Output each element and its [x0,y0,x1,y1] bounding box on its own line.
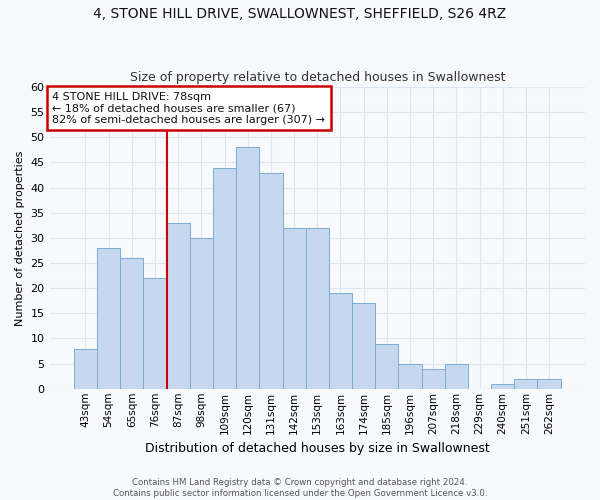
Y-axis label: Number of detached properties: Number of detached properties [15,150,25,326]
Title: Size of property relative to detached houses in Swallownest: Size of property relative to detached ho… [130,72,505,85]
Bar [283,228,305,389]
Text: 4 STONE HILL DRIVE: 78sqm
← 18% of detached houses are smaller (67)
82% of semi-: 4 STONE HILL DRIVE: 78sqm ← 18% of detac… [52,92,325,125]
Bar [538,378,560,389]
Bar [329,293,352,389]
Bar [491,384,514,389]
Text: Contains HM Land Registry data © Crown copyright and database right 2024.
Contai: Contains HM Land Registry data © Crown c… [113,478,487,498]
Bar [143,278,167,389]
Bar [398,364,422,389]
Bar [190,238,213,389]
Bar [120,258,143,389]
Bar [213,168,236,389]
Bar [259,172,283,389]
Bar [352,304,375,389]
Bar [422,368,445,389]
Bar [514,378,538,389]
Bar [97,248,120,389]
Bar [236,148,259,389]
Bar [445,364,468,389]
Text: 4, STONE HILL DRIVE, SWALLOWNEST, SHEFFIELD, S26 4RZ: 4, STONE HILL DRIVE, SWALLOWNEST, SHEFFI… [94,8,506,22]
Bar [305,228,329,389]
X-axis label: Distribution of detached houses by size in Swallownest: Distribution of detached houses by size … [145,442,490,455]
Bar [74,348,97,389]
Bar [167,223,190,389]
Bar [375,344,398,389]
